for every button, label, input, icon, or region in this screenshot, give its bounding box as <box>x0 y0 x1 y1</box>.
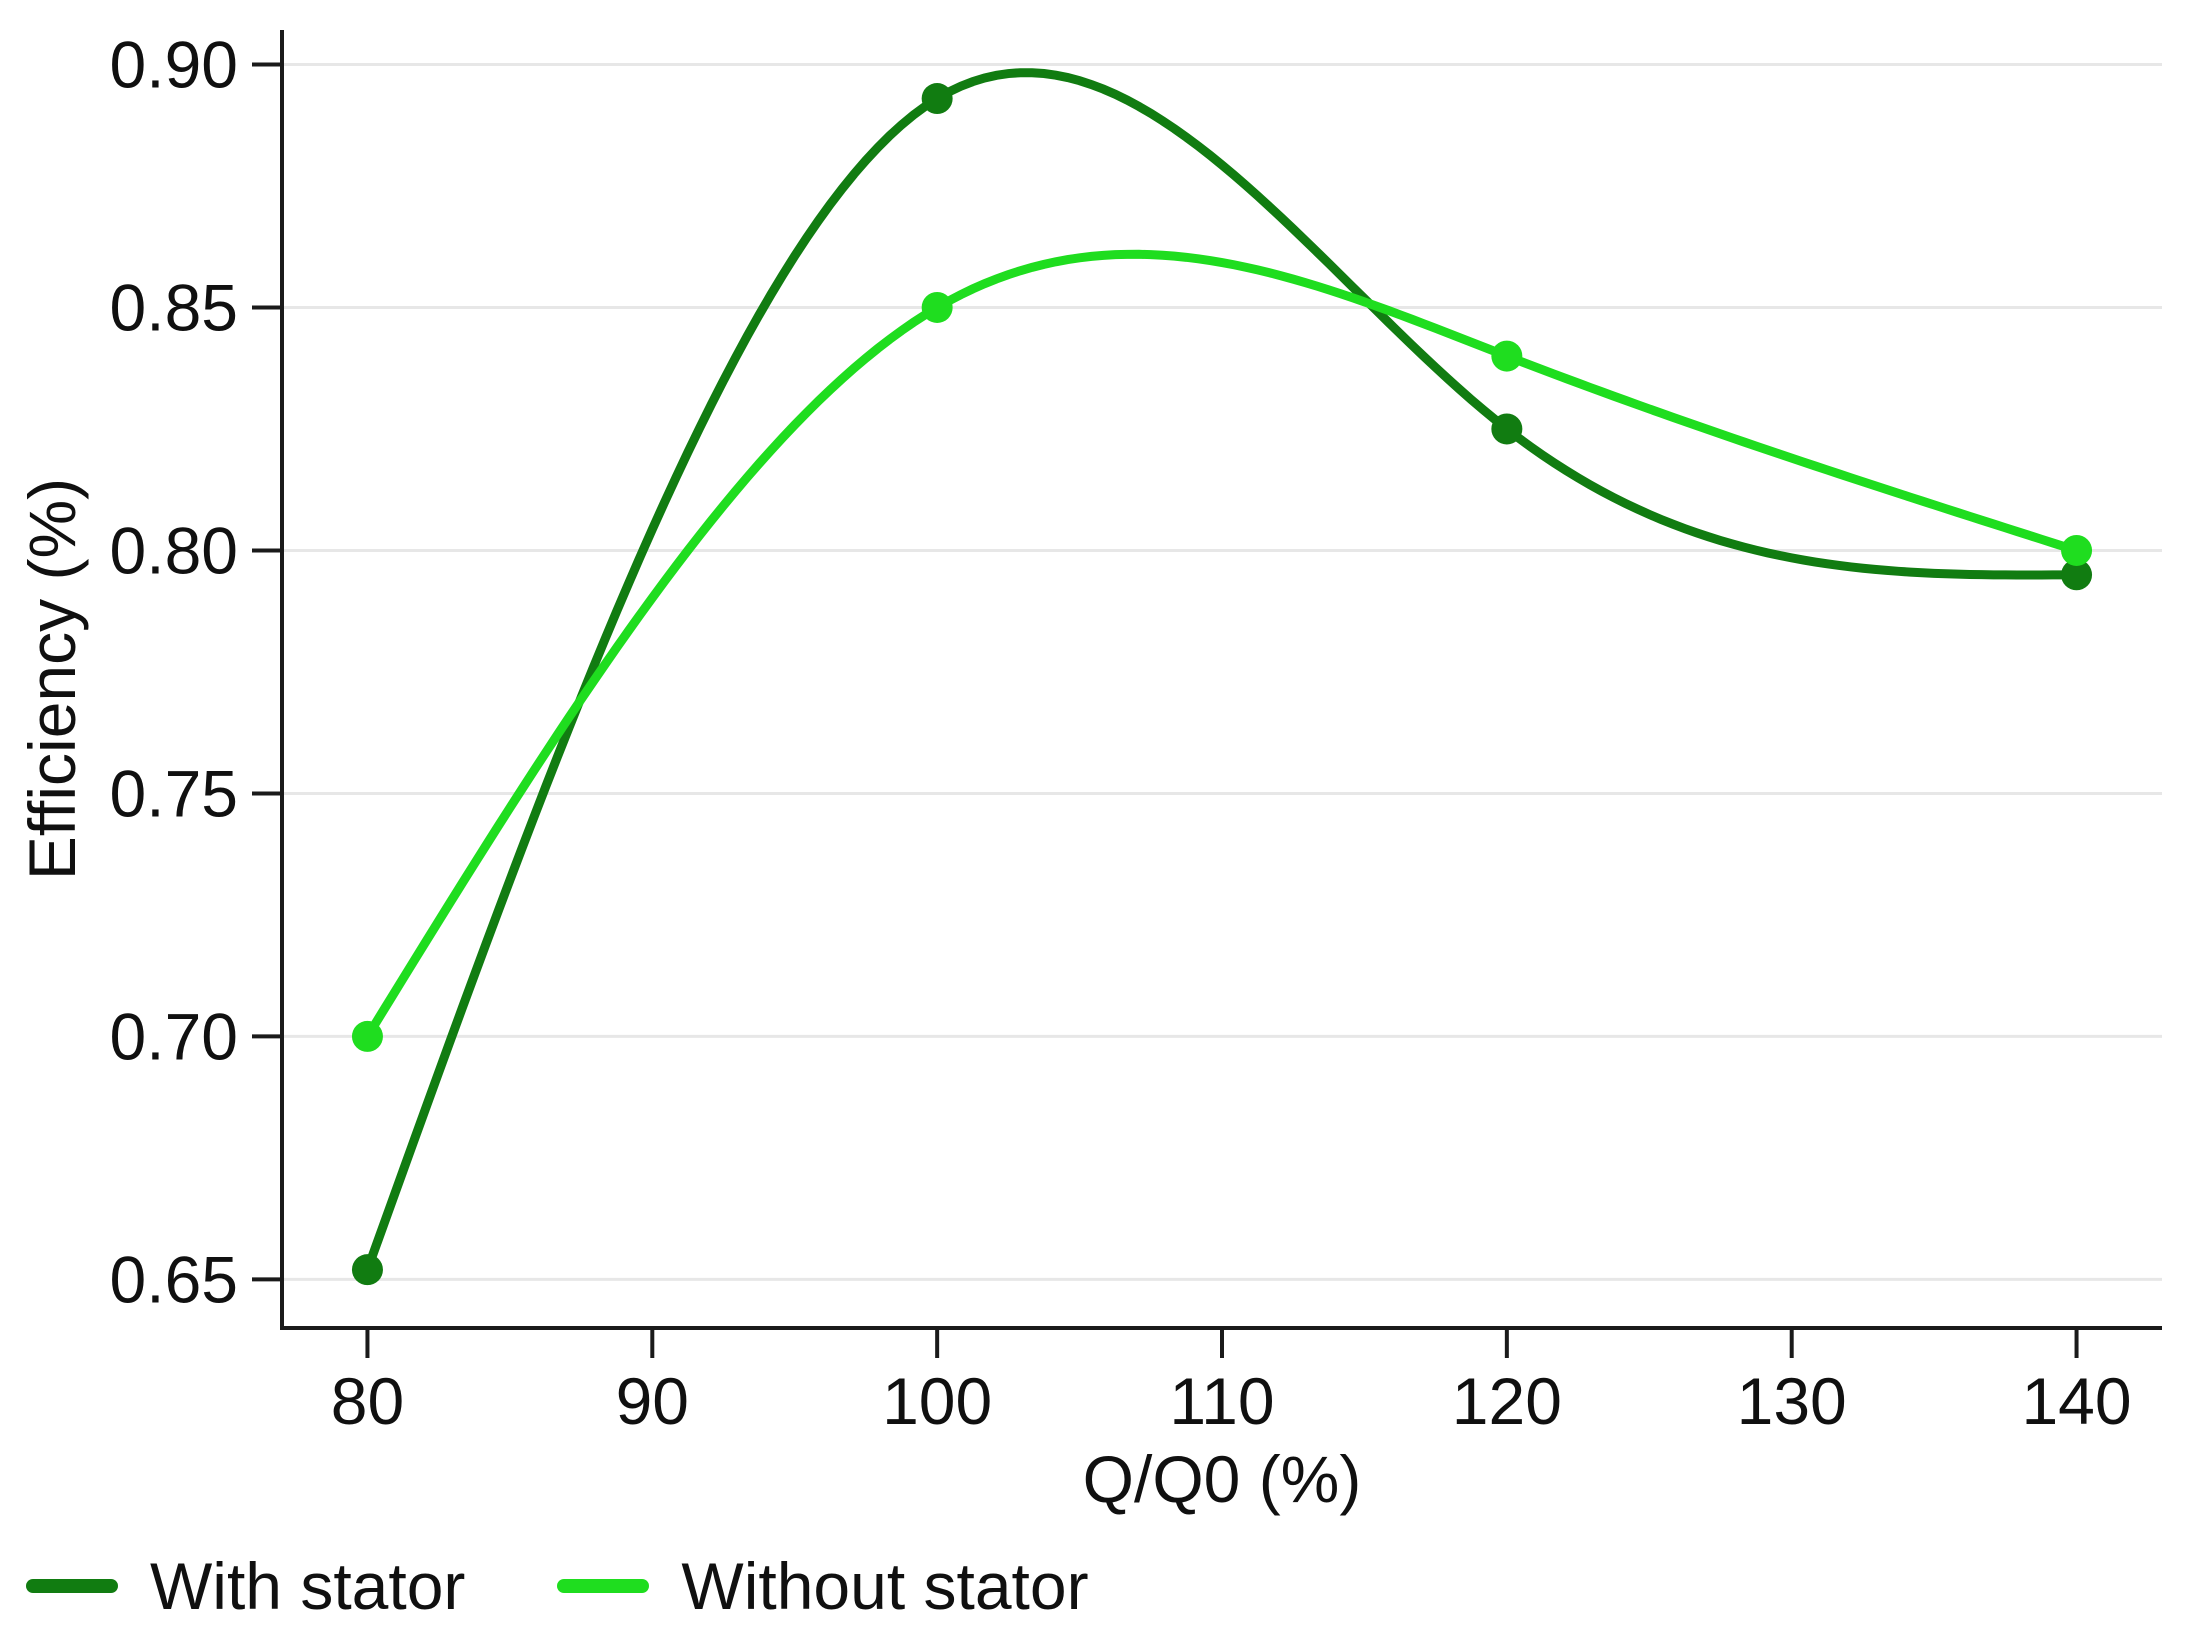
legend-label-without-stator: Without stator <box>681 1549 1089 1623</box>
data-point-with-stator <box>2061 559 2093 591</box>
y-tick-label: 0.85 <box>110 270 238 344</box>
y-tick-label: 0.65 <box>110 1242 238 1316</box>
legend-item-without-stator: Without stator <box>557 1548 1089 1624</box>
data-point-with-stator <box>351 1254 383 1286</box>
data-point-with-stator <box>921 83 953 115</box>
without-stator-line-swatch <box>557 1579 650 1593</box>
x-tick-label: 110 <box>1169 1364 1274 1438</box>
y-tick-label: 0.90 <box>110 28 238 102</box>
series-line-with-stator <box>362 68 2082 1275</box>
data-point-without-stator <box>2061 534 2093 566</box>
x-tick-label: 130 <box>1737 1364 1847 1438</box>
data-point-with-stator <box>1491 413 1523 445</box>
y-axis-title: Efficiency (%) <box>15 477 89 881</box>
legend: With stator Without stator <box>26 1548 1089 1624</box>
x-tick-label: 100 <box>882 1364 992 1438</box>
x-tick-label: 90 <box>616 1364 689 1438</box>
series-line-without-stator <box>362 249 2082 1041</box>
y-tick-label: 0.75 <box>110 756 238 830</box>
legend-item-with-stator: With stator <box>26 1548 465 1624</box>
legend-label-with-stator: With stator <box>150 1549 466 1623</box>
y-tick-label: 0.70 <box>110 999 238 1073</box>
x-tick-label: 140 <box>2021 1364 2131 1438</box>
data-point-without-stator <box>1491 340 1523 372</box>
x-tick-label: 80 <box>331 1364 404 1438</box>
x-axis-title: Q/Q0 (%) <box>1082 1442 1362 1516</box>
data-point-without-stator <box>351 1020 383 1052</box>
y-tick-label: 0.80 <box>110 513 238 587</box>
data-point-without-stator <box>921 291 953 323</box>
with-stator-line-swatch <box>26 1579 118 1593</box>
x-tick-label: 120 <box>1452 1364 1562 1438</box>
